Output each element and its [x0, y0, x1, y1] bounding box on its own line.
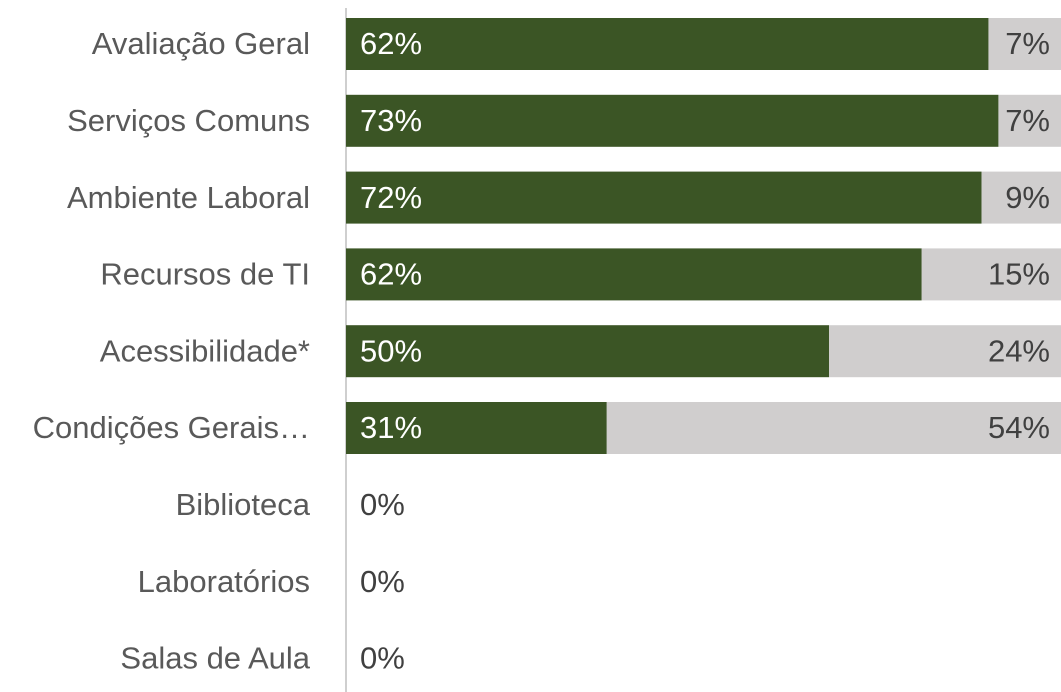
value-label: 0%: [360, 564, 405, 599]
bar-segment: [988, 18, 1061, 70]
value-label: 24%: [988, 333, 1050, 368]
bar-segment: [346, 325, 830, 378]
value-label: 31%: [360, 410, 422, 445]
category-label: Avaliação Geral: [92, 26, 310, 61]
value-label: 7%: [1005, 26, 1050, 61]
value-label: 0%: [360, 641, 405, 676]
value-label: 7%: [1005, 103, 1050, 138]
category-label: Recursos de TI: [100, 257, 310, 292]
bar-segment: [921, 248, 1061, 301]
value-label: 0%: [360, 487, 405, 522]
bar-segment: [346, 94, 999, 147]
value-label: 72%: [360, 180, 422, 215]
value-label: 50%: [360, 333, 422, 368]
category-label: Laboratórios: [138, 564, 310, 599]
bar-segment: [998, 94, 1061, 147]
category-label: Acessibilidade*: [100, 333, 310, 368]
category-label: Condições Gerais…: [33, 410, 310, 445]
bar-segment: [346, 171, 982, 224]
bar-segment: [981, 171, 1061, 224]
category-label: Salas de Aula: [120, 641, 310, 676]
bar-segment: [346, 248, 922, 301]
value-label: 62%: [360, 26, 422, 61]
value-label: 62%: [360, 257, 422, 292]
category-label: Serviços Comuns: [67, 103, 310, 138]
value-label: 15%: [988, 257, 1050, 292]
bar-segment: [606, 402, 1061, 454]
bar-segment: [346, 18, 989, 70]
bar-segment: [829, 325, 1061, 378]
value-label: 9%: [1005, 180, 1050, 215]
category-label: Biblioteca: [176, 487, 311, 522]
value-label: 54%: [988, 410, 1050, 445]
value-label: 73%: [360, 103, 422, 138]
bar-segment: [346, 402, 607, 454]
category-label: Ambiente Laboral: [67, 180, 310, 215]
